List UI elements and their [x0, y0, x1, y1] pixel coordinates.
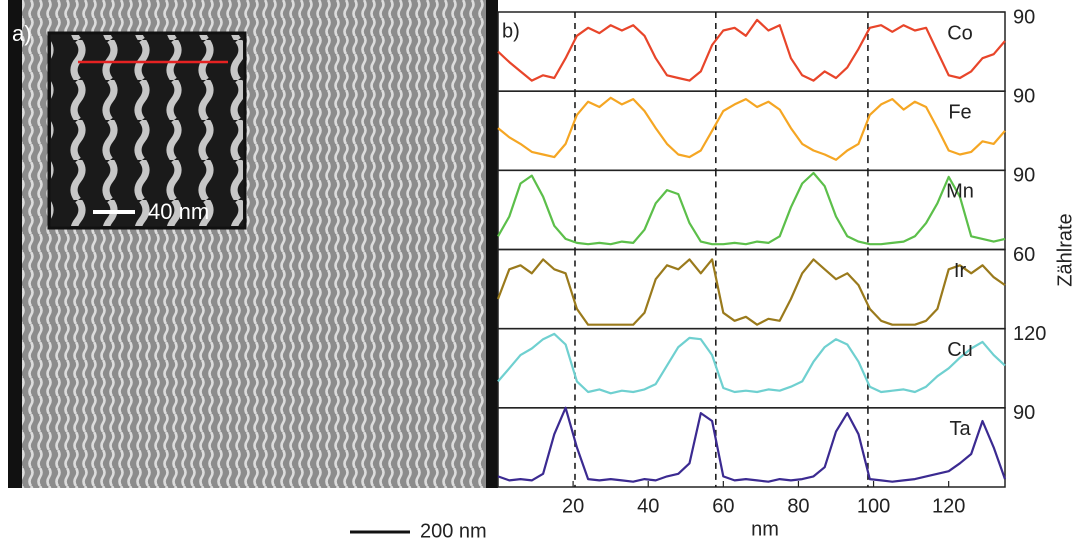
x-tick-label: 60: [712, 495, 734, 517]
panel-label: b): [502, 20, 520, 42]
series-line: [496, 258, 1006, 326]
series-name: Ir: [954, 260, 967, 282]
x-axis-label: nm: [751, 518, 779, 540]
series-line: [497, 96, 1006, 161]
y-tick-label: 90: [1013, 402, 1035, 424]
x-tick-label: 100: [857, 495, 890, 517]
series-name: Mn: [946, 181, 974, 203]
y-tick-label: 90: [1013, 6, 1035, 28]
y-tick-label: 90: [1013, 85, 1035, 107]
panel-frame: [497, 169, 1006, 251]
inset-scale: 40 nm: [148, 199, 209, 224]
x-tick-label: 80: [787, 495, 809, 517]
series-name: Ta: [949, 418, 971, 440]
series-name: Fe: [948, 101, 971, 123]
y-tick-label: 120: [1013, 323, 1046, 345]
panel-frame: [497, 407, 1006, 488]
panel-frame: [497, 11, 1006, 92]
series-name: Cu: [947, 339, 973, 361]
panel-frame: [497, 327, 1006, 409]
y-tick-label: 90: [1013, 165, 1035, 187]
y-tick-label: 60: [1013, 244, 1035, 266]
x-tick-label: 120: [932, 495, 965, 517]
series-line: [497, 406, 1007, 483]
x-tick-label: 20: [562, 495, 584, 517]
series-line: [497, 171, 1006, 246]
x-tick-label: 40: [637, 495, 659, 517]
panel-label: a): [12, 21, 32, 46]
series-name: Co: [947, 22, 973, 44]
y-axis-label: Zählrate: [1054, 213, 1076, 286]
series-line: [497, 18, 1006, 82]
micrograph: a) 40 nm: [8, 0, 498, 488]
scale-bar-label: 200 nm: [420, 520, 487, 542]
series-line: [497, 332, 1006, 395]
